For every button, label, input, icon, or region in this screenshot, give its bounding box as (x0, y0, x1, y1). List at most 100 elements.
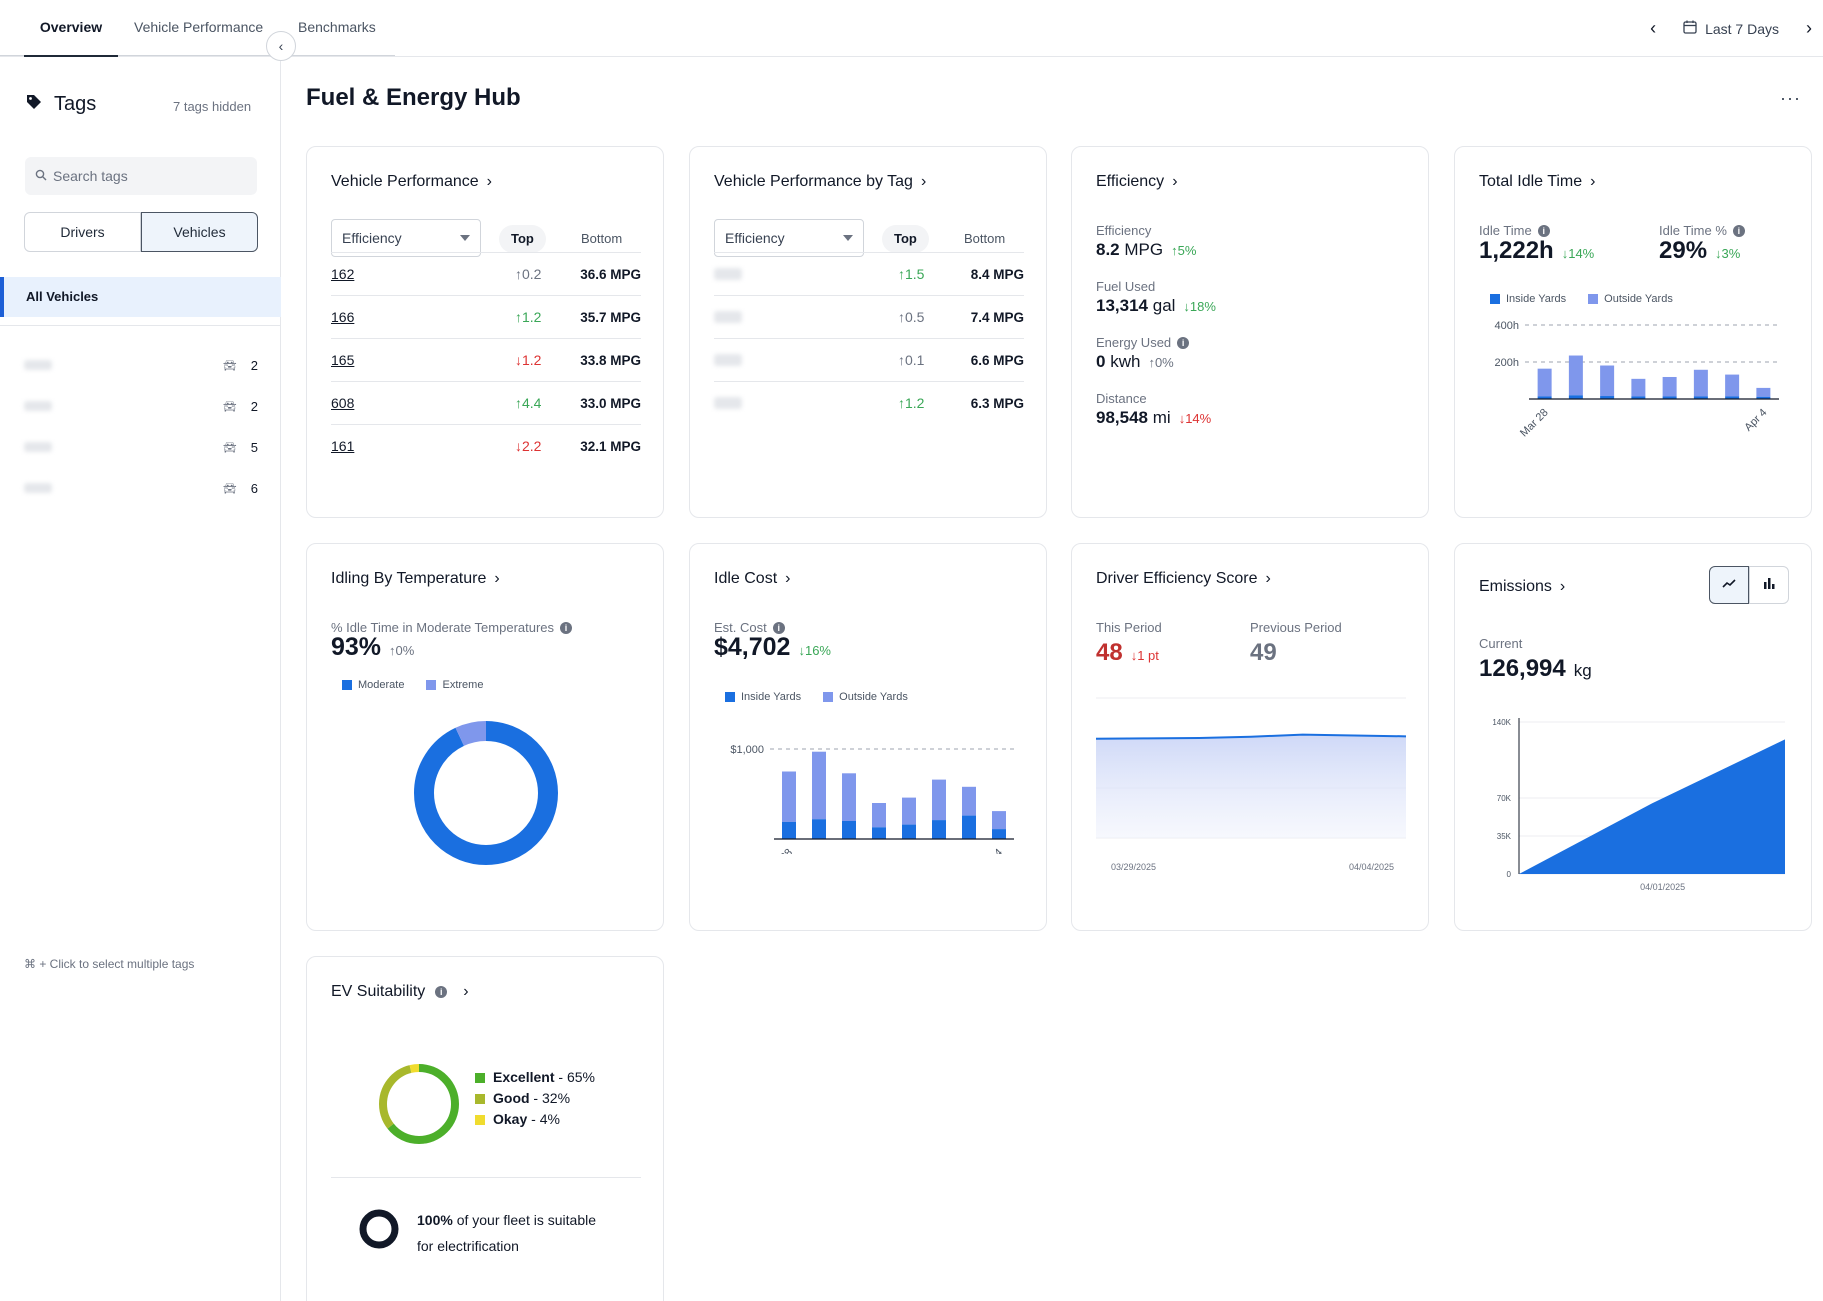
donut-slice-moderate[interactable] (414, 721, 558, 865)
bar-inside-yards[interactable] (1537, 396, 1552, 399)
table-row[interactable]: 162 ↑0.2 36.6 MPG (331, 252, 641, 295)
table-row[interactable]: ↑1.2 6.3 MPG (714, 381, 1024, 424)
tag-item[interactable]: 🚘︎ 6 (24, 476, 258, 500)
bar-outside-yards[interactable] (1568, 355, 1583, 396)
idle-cost-title[interactable]: Idle Cost › (714, 570, 790, 588)
info-icon[interactable]: i (435, 986, 448, 998)
tag-item[interactable]: 🚘︎ 5 (24, 435, 258, 459)
emissions-area-chart: 0 35K 70K 140K 04/01/2025 (1492, 718, 1785, 892)
more-options-button[interactable]: ··· (1780, 88, 1801, 108)
drivers-segment-button[interactable]: Drivers (24, 212, 141, 252)
bar-inside-yards[interactable] (842, 821, 856, 839)
tag-item[interactable]: 🚘︎ 2 (24, 353, 258, 377)
date-range-picker[interactable]: Last 7 Days (1667, 20, 1795, 37)
value-text: 49 (1250, 639, 1277, 666)
table-row[interactable]: ↑0.1 6.6 MPG (714, 338, 1024, 381)
bar-inside-yards[interactable] (812, 819, 826, 839)
bar-inside-yards[interactable] (1725, 396, 1740, 399)
collapse-sidebar-button[interactable]: ‹ (266, 31, 296, 61)
bar-inside-yards[interactable] (782, 821, 796, 839)
table-row[interactable]: 608 ↑4.4 33.0 MPG (331, 381, 641, 424)
vehicle-performance-title[interactable]: Vehicle Performance › (331, 173, 492, 191)
info-icon[interactable]: i (772, 621, 785, 634)
bar-inside-yards[interactable] (1568, 395, 1583, 399)
tag-search[interactable] (25, 157, 257, 195)
previous-period-button[interactable]: ‹ (1650, 18, 1657, 38)
emissions-title[interactable]: Emissions › (1479, 578, 1565, 596)
bar-inside-yards[interactable] (1662, 396, 1677, 399)
hidden-tags-count[interactable]: 7 tags hidden (173, 99, 252, 114)
info-icon[interactable]: i (1732, 224, 1745, 237)
bar-outside-yards[interactable] (842, 773, 856, 821)
idle-cost-value: $4,702 ↓16% (714, 633, 831, 662)
value-text: 48 (1096, 639, 1123, 666)
driver-efficiency-title[interactable]: Driver Efficiency Score › (1096, 570, 1271, 588)
table-row[interactable]: 165 ↓1.2 33.8 MPG (331, 338, 641, 381)
tab-benchmarks[interactable]: Benchmarks (298, 19, 376, 35)
idling-temperature-title[interactable]: Idling By Temperature › (331, 570, 500, 588)
bar-outside-yards[interactable] (782, 771, 796, 822)
ev-suitability-title[interactable]: EV Suitability i › (331, 983, 469, 1001)
top-toggle-button[interactable]: Top (499, 225, 546, 253)
bar-chart-button[interactable] (1749, 566, 1789, 604)
y-tick-label: 400h (1495, 320, 1519, 332)
bar-outside-yards[interactable] (1693, 369, 1708, 397)
this-period-value: 48 ↓1 pt (1096, 639, 1159, 667)
bar-inside-yards[interactable] (992, 829, 1006, 839)
table-row[interactable]: ↑1.5 8.4 MPG (714, 252, 1024, 295)
tag-name-redacted (714, 311, 742, 323)
tag-item[interactable]: 🚘︎ 2 (24, 394, 258, 418)
tab-overview[interactable]: Overview (24, 0, 118, 57)
search-input[interactable] (53, 168, 243, 184)
vehicle-name-link[interactable]: 166 (331, 309, 355, 325)
vehicle-name-link[interactable]: 162 (331, 266, 355, 282)
vehicle-performance-by-tag-title[interactable]: Vehicle Performance by Tag › (714, 173, 926, 191)
donut-slice-good[interactable] (379, 1064, 459, 1144)
bar-outside-yards[interactable] (1756, 387, 1771, 397)
bar-inside-yards[interactable] (872, 827, 886, 839)
emissions-area[interactable] (1519, 739, 1785, 874)
score-line[interactable] (1096, 733, 1406, 740)
info-icon[interactable]: i (1537, 224, 1550, 237)
vehicle-name-link[interactable]: 161 (331, 438, 355, 454)
donut-slice-extreme[interactable] (414, 721, 558, 865)
info-icon[interactable]: i (1177, 336, 1190, 349)
table-row[interactable]: 161 ↓2.2 32.1 MPG (331, 424, 641, 467)
bar-outside-yards[interactable] (932, 779, 946, 821)
efficiency-title[interactable]: Efficiency › (1096, 173, 1178, 191)
bar-outside-yards[interactable] (1600, 365, 1615, 397)
bar-inside-yards[interactable] (1756, 396, 1771, 399)
vehicle-name-link[interactable]: 165 (331, 352, 355, 368)
bar-inside-yards[interactable] (932, 820, 946, 839)
bar-inside-yards[interactable] (1631, 396, 1646, 399)
bar-inside-yards[interactable] (962, 815, 976, 839)
bottom-toggle-button[interactable]: Bottom (581, 231, 623, 246)
total-idle-time-title[interactable]: Total Idle Time › (1479, 173, 1595, 191)
next-period-button[interactable]: › (1806, 18, 1812, 38)
all-vehicles-item[interactable]: All Vehicles (0, 277, 281, 317)
bar-outside-yards[interactable] (902, 797, 916, 825)
donut-slice-okay[interactable] (379, 1064, 459, 1144)
vehicles-segment-button[interactable]: Vehicles (141, 212, 258, 252)
info-icon[interactable]: i (560, 621, 573, 634)
tab-vehicle-performance[interactable]: Vehicle Performance (134, 19, 264, 35)
bar-outside-yards[interactable] (1662, 376, 1677, 397)
table-row[interactable]: 166 ↑1.2 35.7 MPG (331, 295, 641, 338)
bar-inside-yards[interactable] (1600, 396, 1615, 399)
bar-outside-yards[interactable] (962, 786, 976, 816)
bar-outside-yards[interactable] (1725, 374, 1740, 397)
bottom-toggle-button[interactable]: Bottom (964, 231, 1006, 246)
metric-select[interactable]: Efficiency (714, 219, 864, 257)
top-toggle-button[interactable]: Top (882, 225, 929, 253)
bar-outside-yards[interactable] (1631, 378, 1646, 397)
bar-inside-yards[interactable] (1693, 396, 1708, 399)
bar-outside-yards[interactable] (812, 751, 826, 820)
metric-select[interactable]: Efficiency (331, 219, 481, 257)
bar-outside-yards[interactable] (872, 803, 886, 828)
table-row[interactable]: ↑0.5 7.4 MPG (714, 295, 1024, 338)
line-chart-button[interactable] (1709, 566, 1749, 604)
vehicle-name-link[interactable]: 608 (331, 395, 355, 411)
bar-outside-yards[interactable] (1537, 368, 1552, 397)
bar-inside-yards[interactable] (902, 824, 916, 839)
bar-outside-yards[interactable] (992, 811, 1006, 830)
